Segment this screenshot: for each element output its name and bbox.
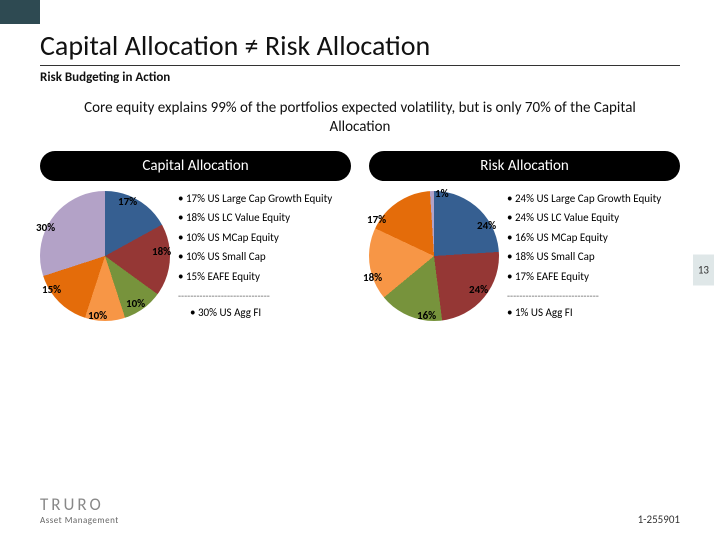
- legend-item: 24% US LC Value Equity: [507, 210, 680, 227]
- legend-divider: ------------------------------: [178, 288, 351, 303]
- slice-label: 10%: [88, 309, 107, 322]
- logo-sub: Asset Management: [40, 515, 119, 526]
- slice-label: 10%: [126, 297, 145, 310]
- legend-item: 18% US LC Value Equity: [178, 210, 351, 227]
- legend-divider: ------------------------------: [507, 288, 680, 303]
- page-title: Capital Allocation ≠ Risk Allocation: [40, 28, 680, 63]
- legend-item: 24% US Large Cap Growth Equity: [507, 191, 680, 208]
- legend-item: 1% US Agg FI: [507, 305, 680, 322]
- accent-corner: [0, 0, 40, 24]
- slice-label: 1%: [435, 187, 449, 200]
- capital-pie: 17%18%10%10%15%30%: [40, 191, 170, 321]
- page-ref: 1-255901: [638, 513, 680, 526]
- slice-label: 16%: [417, 309, 436, 322]
- slice-label: 15%: [42, 283, 61, 296]
- slice-label: 18%: [363, 271, 382, 284]
- legend-item: 10% US Small Cap: [178, 249, 351, 266]
- legend-item: 18% US Small Cap: [507, 249, 680, 266]
- legend-item: 15% EAFE Equity: [178, 269, 351, 286]
- title-rule: [40, 65, 680, 66]
- logo: TRURO Asset Management: [40, 494, 119, 526]
- risk-legend: 24% US Large Cap Growth Equity 24% US LC…: [507, 191, 680, 325]
- legend-item: 30% US Agg FI: [178, 305, 351, 322]
- columns: Capital Allocation 17%18%10%10%15%30% 17…: [40, 151, 680, 325]
- capital-heading: Capital Allocation: [40, 151, 351, 181]
- legend-item: 16% US MCap Equity: [507, 230, 680, 247]
- page-number: 13: [693, 255, 714, 286]
- subtitle: Risk Budgeting in Action: [40, 70, 680, 85]
- slice-label: 24%: [469, 283, 488, 296]
- slice-label: 30%: [36, 221, 55, 234]
- slice-label: 17%: [118, 195, 137, 208]
- legend-item: 10% US MCap Equity: [178, 230, 351, 247]
- legend-item: 17% US Large Cap Growth Equity: [178, 191, 351, 208]
- capital-col: Capital Allocation 17%18%10%10%15%30% 17…: [40, 151, 351, 325]
- slice-label: 24%: [477, 219, 496, 232]
- risk-heading: Risk Allocation: [369, 151, 680, 181]
- logo-brand: TRURO: [40, 494, 119, 515]
- lead-text: Core equity explains 99% of the portfoli…: [70, 99, 650, 137]
- legend-item: 17% EAFE Equity: [507, 269, 680, 286]
- slice-label: 18%: [152, 245, 171, 258]
- capital-legend: 17% US Large Cap Growth Equity 18% US LC…: [178, 191, 351, 325]
- risk-pie: 1%24%24%16%18%17%: [369, 191, 499, 321]
- footer: TRURO Asset Management 1-255901: [40, 494, 680, 526]
- risk-col: Risk Allocation 1%24%24%16%18%17% 24% US…: [369, 151, 680, 325]
- slice-label: 17%: [367, 213, 386, 226]
